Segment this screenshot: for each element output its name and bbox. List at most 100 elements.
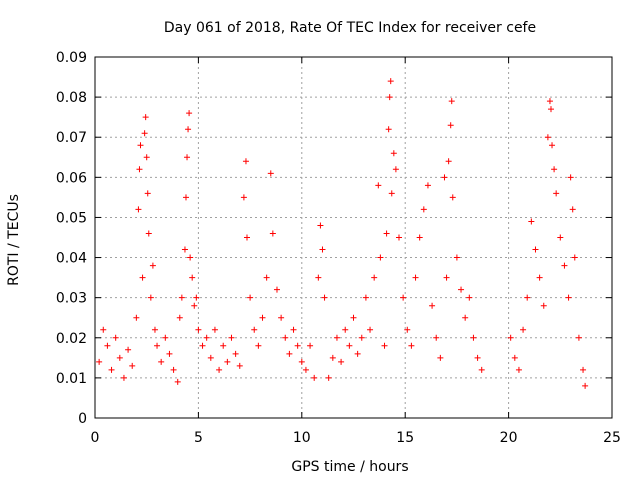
- data-point: [228, 334, 235, 341]
- data-point: [142, 114, 149, 121]
- data-point: [528, 218, 535, 225]
- data-point: [317, 222, 324, 229]
- data-point: [286, 350, 293, 357]
- data-point: [139, 274, 146, 281]
- data-point: [182, 194, 189, 201]
- data-point: [203, 334, 210, 341]
- data-point: [269, 230, 276, 237]
- data-point: [433, 334, 440, 341]
- data-point: [191, 302, 198, 309]
- data-point: [294, 342, 301, 349]
- data-point: [151, 326, 158, 333]
- data-point: [386, 94, 393, 101]
- data-point: [147, 294, 154, 301]
- data-point: [325, 374, 332, 381]
- data-point: [448, 98, 455, 105]
- data-point: [395, 234, 402, 241]
- data-point: [211, 326, 218, 333]
- data-point: [176, 314, 183, 321]
- data-point: [149, 262, 156, 269]
- data-point: [551, 166, 558, 173]
- data-point: [207, 354, 214, 361]
- data-point: [567, 174, 574, 181]
- data-point: [220, 342, 227, 349]
- data-point: [381, 342, 388, 349]
- data-point: [329, 354, 336, 361]
- data-point: [437, 354, 444, 361]
- data-point: [540, 302, 547, 309]
- data-point: [259, 314, 266, 321]
- data-point: [466, 294, 473, 301]
- data-point: [162, 334, 169, 341]
- x-tick-label: 15: [396, 430, 414, 446]
- grid: [95, 57, 612, 418]
- y-tick-label: 0.05: [56, 210, 87, 226]
- data-point: [236, 362, 243, 369]
- data-point: [429, 302, 436, 309]
- y-tick-label: 0: [78, 411, 87, 427]
- data-point: [145, 230, 152, 237]
- data-point: [141, 130, 148, 137]
- data-point: [582, 382, 589, 389]
- data-point: [557, 234, 564, 241]
- data-point: [189, 274, 196, 281]
- x-tick-label: 10: [293, 430, 311, 446]
- data-point: [133, 314, 140, 321]
- y-tick-label: 0.03: [56, 291, 87, 307]
- data-point: [143, 154, 150, 161]
- data-point: [298, 358, 305, 365]
- data-point: [187, 254, 194, 261]
- data-point: [553, 190, 560, 197]
- data-point: [547, 106, 554, 113]
- data-point: [224, 358, 231, 365]
- data-point: [282, 334, 289, 341]
- data-point: [474, 354, 481, 361]
- data-point: [144, 190, 151, 197]
- data-point: [96, 358, 103, 365]
- data-point: [449, 194, 456, 201]
- data-point: [158, 358, 165, 365]
- data-point: [412, 274, 419, 281]
- data-point: [120, 374, 127, 381]
- axes: 0 0.01 0.02 0.03 0.04 0.05 0.06 0.07 0.08 0.09 0 5 1…: [56, 50, 621, 446]
- data-point: [290, 326, 297, 333]
- data-point: [315, 274, 322, 281]
- data-point: [251, 326, 258, 333]
- data-point: [445, 158, 452, 165]
- data-point: [267, 170, 274, 177]
- data-point: [571, 254, 578, 261]
- data-point: [549, 142, 556, 149]
- data-point: [569, 206, 576, 213]
- data-point: [575, 334, 582, 341]
- data-point: [350, 314, 357, 321]
- data-point: [453, 254, 460, 261]
- data-point: [247, 294, 254, 301]
- data-point: [232, 350, 239, 357]
- x-tick-label: 25: [603, 430, 621, 446]
- data-point: [242, 158, 249, 165]
- data-point: [255, 342, 262, 349]
- data-point: [478, 366, 485, 373]
- data-point: [580, 366, 587, 373]
- data-point: [362, 294, 369, 301]
- data-point: [458, 286, 465, 293]
- data-points: [96, 78, 589, 389]
- y-tick-label: 0.08: [56, 90, 87, 106]
- data-point: [311, 374, 318, 381]
- y-tick-label: 0.04: [56, 251, 87, 267]
- data-point: [307, 342, 314, 349]
- y-tick-label: 0.01: [56, 371, 87, 387]
- data-point: [383, 230, 390, 237]
- data-point: [400, 294, 407, 301]
- data-point: [129, 362, 136, 369]
- y-axis-label: ROTI / TECUs: [6, 194, 22, 286]
- data-point: [416, 234, 423, 241]
- y-tick-label: 0.07: [56, 130, 87, 146]
- data-point: [561, 262, 568, 269]
- data-point: [544, 134, 551, 141]
- data-point: [565, 294, 572, 301]
- data-point: [104, 342, 111, 349]
- data-point: [166, 350, 173, 357]
- y-tick-label: 0.09: [56, 50, 87, 66]
